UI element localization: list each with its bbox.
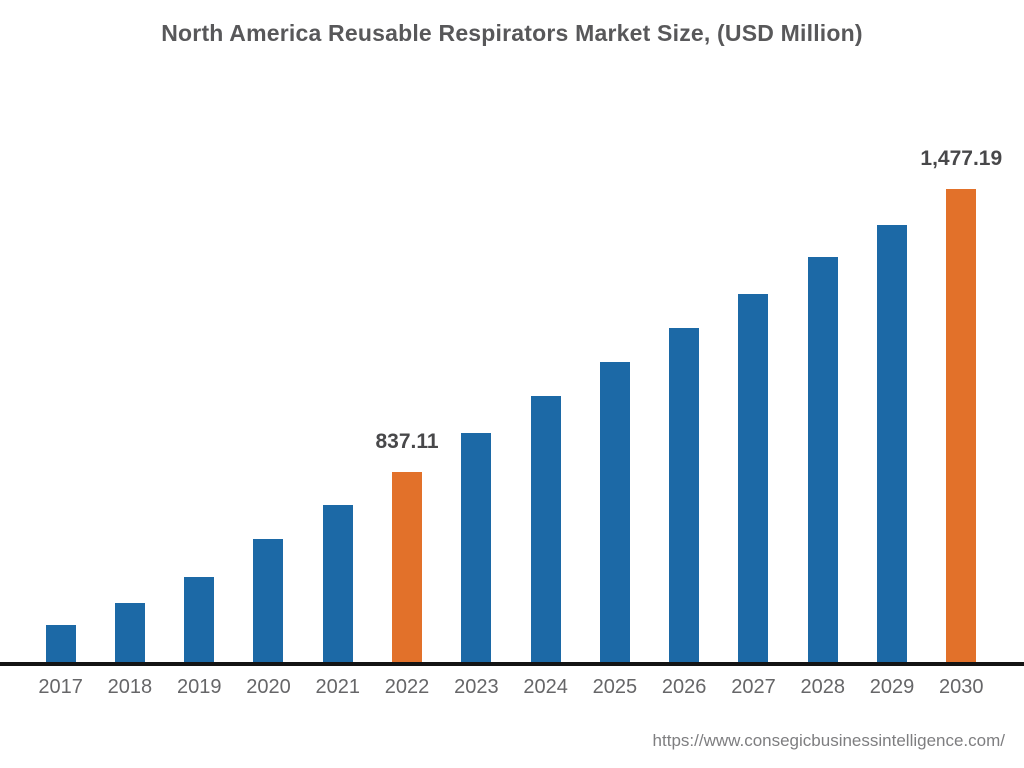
bar-2029 bbox=[877, 225, 908, 665]
bar-column-2028 bbox=[788, 0, 857, 665]
bar-2017 bbox=[45, 624, 76, 665]
tick-label-2018: 2018 bbox=[107, 676, 153, 698]
bar-2022 bbox=[392, 471, 423, 665]
tick-label-2028: 2028 bbox=[800, 676, 845, 698]
value-label-2022: 837.11 bbox=[375, 429, 439, 453]
bar-column-2020 bbox=[234, 0, 303, 665]
tick-label-2023: 2023 bbox=[454, 676, 499, 698]
bar-2028 bbox=[807, 256, 838, 665]
tick-label-2020: 2020 bbox=[246, 676, 291, 698]
tick-label-2025: 2025 bbox=[592, 676, 638, 698]
bar-column-2024 bbox=[511, 0, 580, 665]
tick-label-2027: 2027 bbox=[731, 676, 776, 698]
plot-area: 837.11 1,477.19 bbox=[26, 0, 1002, 665]
tick-label-2030: 2030 bbox=[939, 676, 984, 698]
source-url: https://www.consegicbusinessintelligence… bbox=[652, 731, 1005, 750]
bar-2030 bbox=[946, 188, 977, 665]
bar-column-2027 bbox=[719, 0, 788, 665]
bar-column-2026 bbox=[650, 0, 719, 665]
tick-label-2024: 2024 bbox=[523, 676, 568, 698]
tick-label-2026: 2026 bbox=[661, 676, 707, 698]
bar-2023 bbox=[461, 433, 492, 665]
bar-column-2029 bbox=[857, 0, 926, 665]
x-axis-tick-labels: 2017 2018 2019 2020 2021 2022 2023 2024 2025 2026… bbox=[26, 676, 996, 699]
tick-label-2019: 2019 bbox=[176, 676, 222, 698]
bar-column-2025 bbox=[580, 0, 649, 665]
bar-2018 bbox=[114, 603, 145, 665]
bar-column-2017 bbox=[26, 0, 95, 665]
bar-column-2023 bbox=[442, 0, 511, 665]
bar-2021 bbox=[322, 505, 353, 665]
tick-label-2022: 2022 bbox=[384, 676, 430, 698]
bar-2027 bbox=[738, 294, 769, 665]
bar-column-2018 bbox=[95, 0, 164, 665]
x-axis-line bbox=[0, 662, 1024, 666]
bar-2020 bbox=[253, 538, 284, 665]
bar-column-2022: 837.11 bbox=[372, 0, 441, 665]
bar-2026 bbox=[669, 328, 700, 665]
chart-title: North America Reusable Respirators Marke… bbox=[161, 20, 863, 46]
bar-2025 bbox=[599, 361, 630, 665]
tick-label-2029: 2029 bbox=[869, 676, 915, 698]
tick-label-2017: 2017 bbox=[38, 676, 83, 698]
value-label-2030: 1,477.19 bbox=[920, 146, 1003, 170]
bar-2019 bbox=[184, 576, 215, 665]
bar-2024 bbox=[530, 396, 561, 665]
bar-column-2019 bbox=[165, 0, 234, 665]
tick-label-2021: 2021 bbox=[315, 676, 361, 698]
bar-column-2030: 1,477.19 bbox=[920, 0, 1002, 665]
bar-column-2021 bbox=[303, 0, 372, 665]
